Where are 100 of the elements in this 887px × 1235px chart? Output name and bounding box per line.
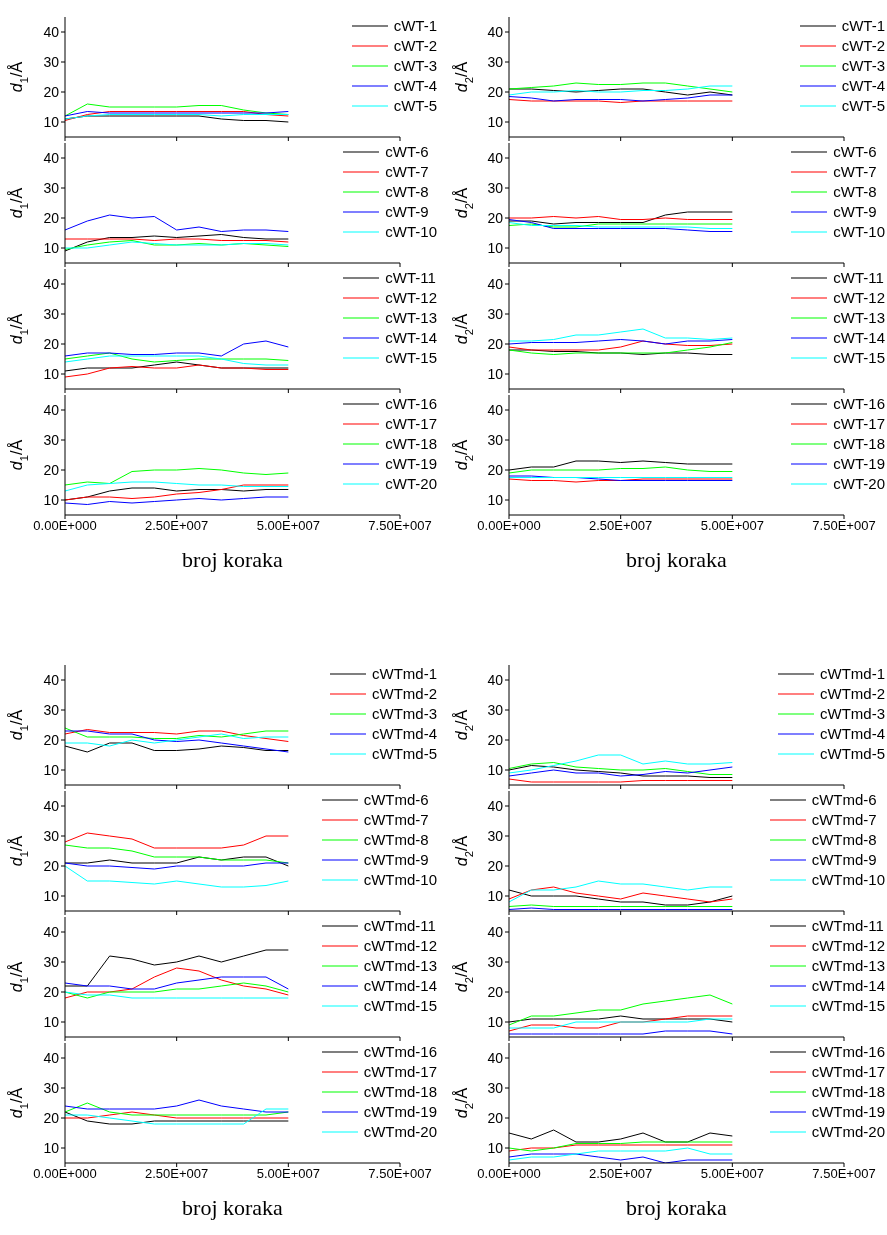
legend-label: cWT-17 bbox=[833, 414, 885, 434]
legend-label: cWT-11 bbox=[385, 268, 436, 288]
x-tick-label: 7.50E+007 bbox=[368, 518, 432, 534]
y-tick-label: 10 bbox=[43, 239, 60, 256]
y-tick-label: 10 bbox=[43, 887, 60, 904]
legend-label: cWTmd-4 bbox=[820, 724, 885, 744]
line-series bbox=[65, 733, 289, 747]
y-tick-label: 10 bbox=[43, 761, 60, 778]
y-tick-label: 40 bbox=[487, 923, 504, 940]
x-axis-title: broj koraka bbox=[182, 547, 284, 572]
legend-label: cWT-1 bbox=[393, 16, 437, 36]
legend-label: cWT-8 bbox=[833, 182, 877, 202]
y-tick-label: 10 bbox=[43, 365, 60, 382]
legend-label: cWTmd-3 bbox=[820, 704, 885, 724]
x-tick-label: 2.50E+007 bbox=[145, 1166, 209, 1182]
line-series bbox=[509, 342, 733, 355]
y-tick-label: 10 bbox=[487, 1013, 504, 1030]
line-series bbox=[65, 468, 289, 486]
y-tick-label: 40 bbox=[487, 401, 504, 418]
legend-label: cWTmd-7 bbox=[811, 810, 877, 830]
legend-label: cWT-10 bbox=[833, 222, 885, 242]
legend-label: cWTmd-12 bbox=[811, 936, 885, 956]
line-series bbox=[509, 1153, 733, 1163]
legend-label: cWT-7 bbox=[385, 162, 429, 182]
y-tick-label: 40 bbox=[43, 149, 60, 166]
legend-label: cWTmd-14 bbox=[363, 976, 437, 996]
y-tick-label: 30 bbox=[487, 179, 504, 196]
legend-label: cWT-20 bbox=[833, 474, 885, 494]
y-tick-label: 10 bbox=[43, 491, 60, 508]
legend-label: cWTmd-20 bbox=[811, 1122, 885, 1142]
legend-label: cWT-12 bbox=[385, 288, 437, 308]
legend-label: cWTmd-15 bbox=[363, 996, 437, 1016]
y-tick-label: 20 bbox=[43, 1109, 60, 1126]
line-series bbox=[65, 862, 289, 870]
legend-label: cWT-6 bbox=[833, 142, 877, 162]
x-tick-label: 2.50E+007 bbox=[589, 1166, 653, 1182]
legend-label: cWT-8 bbox=[385, 182, 429, 202]
legend-label: cWT-10 bbox=[385, 222, 437, 242]
y-tick-label: 10 bbox=[487, 365, 504, 382]
y-tick-label: 10 bbox=[43, 113, 60, 130]
y-tick-label: 30 bbox=[487, 701, 504, 718]
line-series bbox=[65, 730, 289, 753]
y-tick-label: 40 bbox=[487, 1049, 504, 1066]
y-tick-label: 20 bbox=[43, 731, 60, 748]
legend-label: cWT-5 bbox=[841, 96, 885, 116]
y-tick-label: 10 bbox=[487, 113, 504, 130]
x-tick-label: 0.00E+000 bbox=[477, 518, 541, 534]
y-tick-label: 20 bbox=[487, 83, 504, 100]
x-axis-title: broj koraka bbox=[626, 1195, 728, 1220]
legend-label: cWTmd-9 bbox=[363, 850, 429, 870]
line-series bbox=[509, 880, 733, 903]
legend-label: cWT-13 bbox=[833, 308, 885, 328]
y-tick-label: 40 bbox=[43, 671, 60, 688]
legend-label: cWT-19 bbox=[833, 454, 885, 474]
y-tick-label: 30 bbox=[43, 827, 60, 844]
x-tick-label: 5.00E+007 bbox=[256, 1166, 320, 1182]
legend-label: cWT-12 bbox=[833, 288, 885, 308]
legend-label: cWT-5 bbox=[393, 96, 437, 116]
y-tick-label: 30 bbox=[43, 305, 60, 322]
legend-label: cWTmd-5 bbox=[372, 744, 437, 764]
line-series bbox=[65, 496, 289, 505]
line-series bbox=[509, 754, 733, 774]
x-axis-title: broj koraka bbox=[182, 1195, 284, 1220]
y-tick-label: 30 bbox=[487, 953, 504, 970]
y-tick-label: 20 bbox=[487, 983, 504, 1000]
legend-label: cWT-7 bbox=[833, 162, 877, 182]
legend-label: cWTmd-3 bbox=[372, 704, 437, 724]
legend-label: cWT-18 bbox=[385, 434, 437, 454]
x-tick-label: 5.00E+007 bbox=[700, 518, 764, 534]
legend-label: cWT-16 bbox=[833, 394, 885, 414]
y-tick-label: 30 bbox=[43, 953, 60, 970]
y-tick-label: 20 bbox=[487, 857, 504, 874]
y-tick-label: 30 bbox=[487, 431, 504, 448]
legend-label: cWTmd-5 bbox=[820, 744, 885, 764]
legend-label: cWTmd-18 bbox=[363, 1082, 437, 1102]
y-tick-label: 30 bbox=[43, 431, 60, 448]
y-tick-label: 20 bbox=[43, 857, 60, 874]
y-tick-label: 40 bbox=[43, 923, 60, 940]
legend-label: cWTmd-1 bbox=[372, 664, 437, 684]
legend-label: cWT-4 bbox=[393, 76, 437, 96]
line-series bbox=[509, 328, 733, 342]
legend-label: cWTmd-16 bbox=[363, 1042, 437, 1062]
x-tick-label: 0.00E+000 bbox=[33, 1166, 97, 1182]
y-tick-label: 30 bbox=[43, 1079, 60, 1096]
legend-label: cWTmd-6 bbox=[811, 790, 877, 810]
line-series bbox=[509, 466, 733, 474]
y-tick-label: 30 bbox=[487, 1079, 504, 1096]
y-tick-label: 20 bbox=[43, 335, 60, 352]
legend-label: cWT-14 bbox=[833, 328, 885, 348]
legend-label: cWTmd-19 bbox=[363, 1102, 437, 1122]
line-series bbox=[65, 340, 289, 357]
legend-label: cWT-13 bbox=[385, 308, 437, 328]
legend-label: cWTmd-8 bbox=[363, 830, 429, 850]
legend-label: cWTmd-1 bbox=[820, 664, 885, 684]
legend-label: cWTmd-10 bbox=[811, 870, 885, 890]
y-tick-label: 30 bbox=[43, 701, 60, 718]
y-tick-label: 40 bbox=[487, 275, 504, 292]
legend-label: cWTmd-13 bbox=[811, 956, 885, 976]
x-tick-label: 7.50E+007 bbox=[812, 1166, 876, 1182]
y-tick-label: 30 bbox=[487, 53, 504, 70]
